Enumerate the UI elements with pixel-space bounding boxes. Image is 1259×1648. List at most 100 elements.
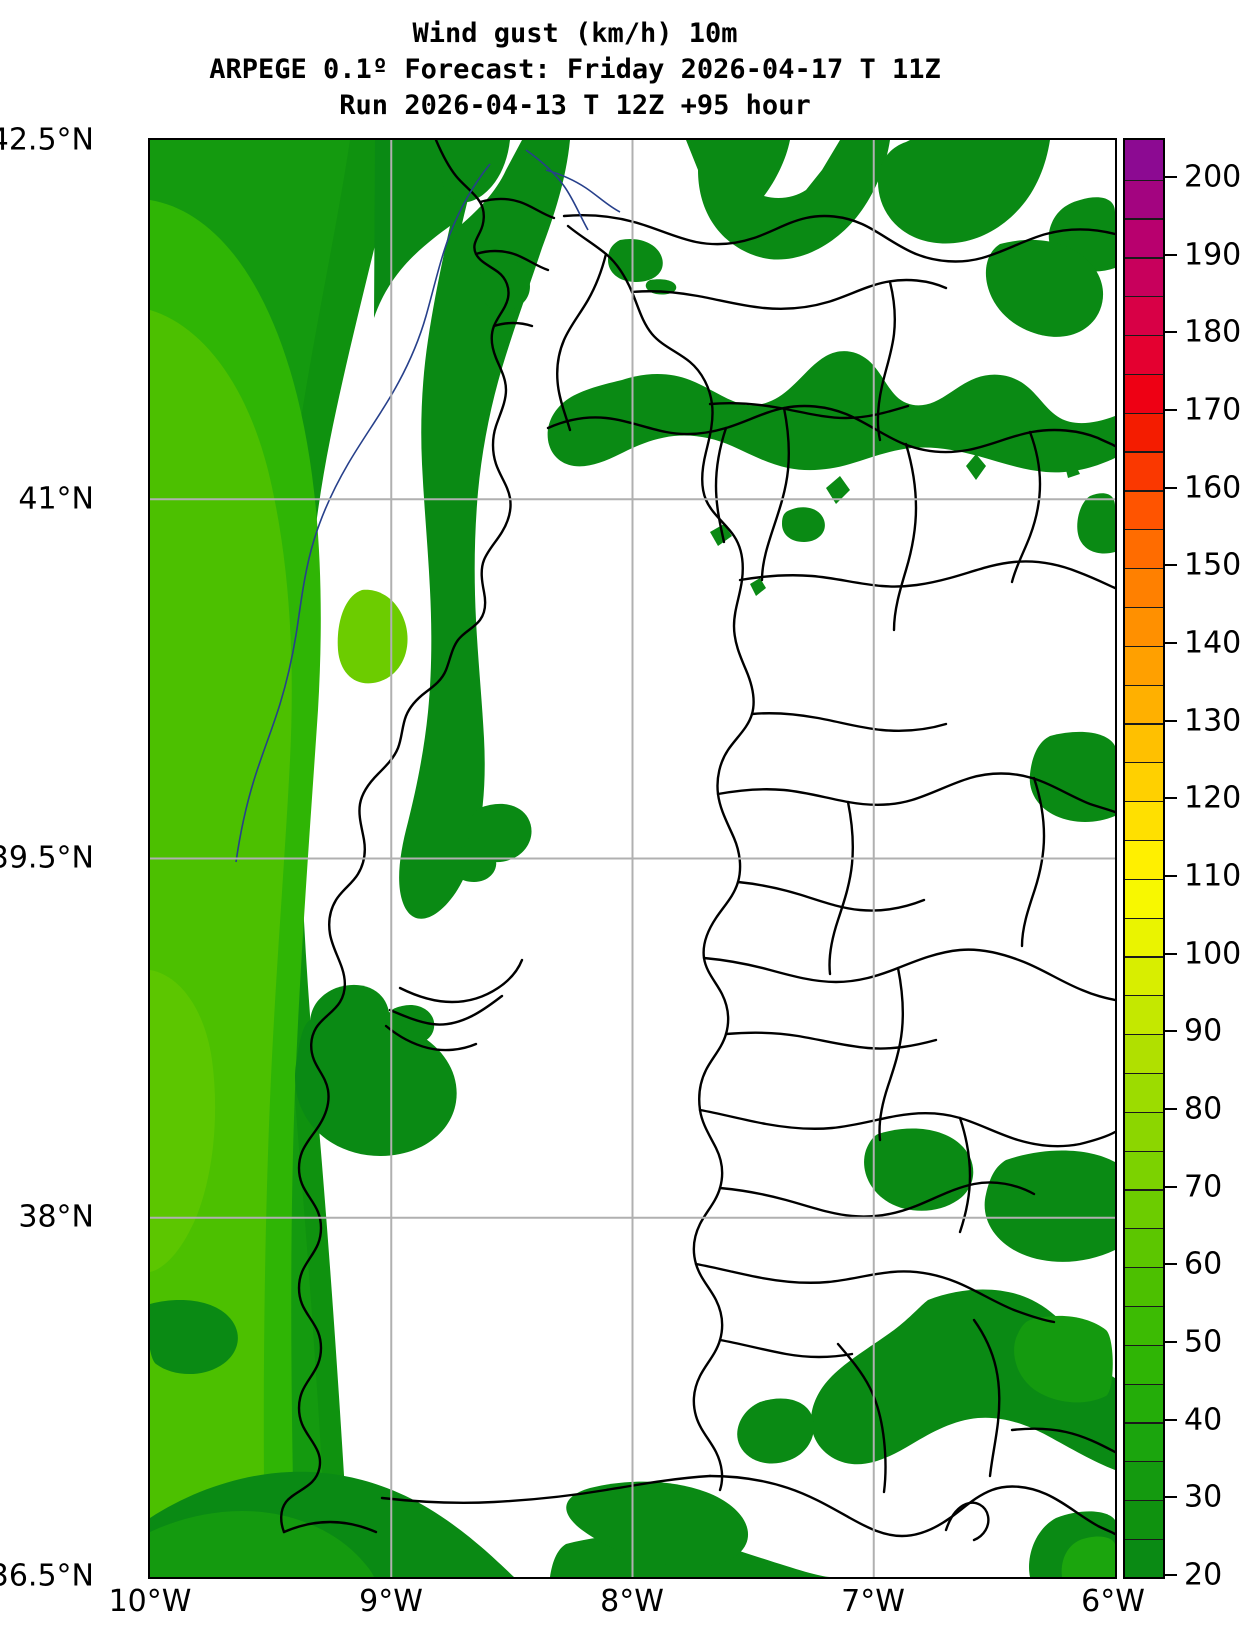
contour-patch-rias xyxy=(479,257,530,312)
title-line-run: Run 2026-04-13 T 12Z +95 hour xyxy=(339,90,811,121)
colorbar-level-rule xyxy=(1125,256,1163,259)
colorbar-tick xyxy=(1163,331,1177,334)
colorbar-tick-label: 110 xyxy=(1184,858,1242,894)
colorbar-segment xyxy=(1125,1188,1163,1229)
map-canvas xyxy=(150,140,1115,1577)
colorbar-segment xyxy=(1125,1305,1163,1345)
border-province-15 xyxy=(1010,1427,1115,1454)
colorbar-level-rule xyxy=(1125,567,1163,570)
border-province-18 xyxy=(1010,430,1042,584)
colorbar-tick-label: 170 xyxy=(1184,392,1242,428)
colorbar-tick xyxy=(1163,564,1177,567)
coastline-south-portugal xyxy=(380,1474,712,1504)
colorbar-tick xyxy=(1163,1185,1177,1188)
border-province-20 xyxy=(892,442,918,632)
border-province-1 xyxy=(630,278,948,310)
colorbar-level-rule xyxy=(1125,722,1163,725)
colorbar-tick xyxy=(1163,1030,1177,1033)
border-province-10 xyxy=(718,1181,1036,1218)
border-province-8 xyxy=(724,1031,938,1050)
colorbar-segment xyxy=(1125,877,1163,918)
xtick-label-7w: 7°W xyxy=(841,1584,905,1619)
border-north-2 xyxy=(546,404,1115,454)
colorbar-level-rule xyxy=(1125,683,1163,686)
colorbar-tick-label: 160 xyxy=(1184,470,1242,506)
contour-patch-central-5 xyxy=(750,578,766,596)
colorbar-tick xyxy=(1163,1496,1177,1499)
colorbar-level-rule xyxy=(1125,1227,1163,1230)
colorbar-segment xyxy=(1125,1110,1163,1151)
border-province-17 xyxy=(876,280,896,442)
border-province-3 xyxy=(738,560,1115,590)
colorbar-segment xyxy=(1125,994,1163,1035)
ytick-label-41n: 41°N xyxy=(18,481,94,517)
colorbar-level-rule xyxy=(1125,761,1163,764)
colorbar-level-rule xyxy=(1125,1538,1163,1541)
coastline-gibraltar xyxy=(944,1501,990,1542)
colorbar-segment xyxy=(1125,411,1163,452)
contour-patch-galicia-1 xyxy=(441,140,510,203)
border-province-6 xyxy=(736,880,926,912)
contour-patch-alentejo-2 xyxy=(984,1150,1115,1262)
colorbar-segment xyxy=(1125,450,1163,491)
colorbar-segment xyxy=(1125,178,1163,219)
coastline-atlantic xyxy=(280,140,512,1534)
coastline-setubal xyxy=(384,1024,478,1052)
contour-accent-se-1 xyxy=(1014,1315,1113,1403)
contour-patch-nw-coast xyxy=(374,140,570,919)
colorbar-segment xyxy=(1125,567,1163,607)
title-line-forecast: ARPEGE 0.1º Forecast: Friday 2026-04-17 … xyxy=(209,54,941,85)
colorbar-tick-label: 140 xyxy=(1184,625,1242,661)
colorbar-level-rule xyxy=(1125,606,1163,609)
colorbar-segment xyxy=(1125,217,1163,258)
colorbar-segment xyxy=(1125,1421,1163,1462)
colorbar xyxy=(1123,138,1165,1579)
colorbar-level-rule xyxy=(1125,1149,1163,1152)
colorbar-segment xyxy=(1125,1343,1163,1384)
ytick-label-39-5n: 39.5°N xyxy=(0,840,94,876)
river-duero xyxy=(235,163,491,863)
xtick-label-9w: 9°W xyxy=(359,1584,423,1619)
colorbar-segment xyxy=(1125,528,1163,568)
river-coast-inlet xyxy=(545,169,621,213)
colorbar-segment xyxy=(1125,955,1163,996)
colorbar-level-rule xyxy=(1125,528,1163,531)
colorbar-level-rule xyxy=(1125,295,1163,298)
colorbar-tick xyxy=(1163,486,1177,489)
border-province-25 xyxy=(958,1116,972,1234)
colorbar-level-rule xyxy=(1125,489,1163,492)
colorbar-segment xyxy=(1125,1072,1163,1112)
map-rivers xyxy=(235,149,621,863)
colorbar-segment xyxy=(1125,1033,1163,1073)
ytick-label-38n: 38°N xyxy=(18,1199,94,1235)
contour-patch-alboran xyxy=(150,1300,238,1375)
contour-patch-pt-2 xyxy=(452,844,497,882)
contour-patch-alentejo-1 xyxy=(864,1128,974,1211)
contour-patch-e-2 xyxy=(1029,731,1115,822)
colorbar-segment xyxy=(1125,1149,1163,1190)
colorbar-segment xyxy=(1125,295,1163,335)
border-province-13 xyxy=(836,1342,887,1494)
colorbar-tick xyxy=(1163,952,1177,955)
colorbar-segment xyxy=(1125,683,1163,724)
colorbar-level-rule xyxy=(1125,411,1163,414)
colorbar-tick-label: 180 xyxy=(1184,314,1242,350)
wind-gust-contour-map xyxy=(150,140,1115,1577)
colorbar-tick-label: 80 xyxy=(1184,1091,1223,1127)
colorbar-tick xyxy=(1163,408,1177,411)
colorbar-tick xyxy=(1163,874,1177,877)
contour-patch-central-3 xyxy=(782,507,825,542)
contour-patch-e-1 xyxy=(985,239,1104,337)
contour-accent-se-2 xyxy=(1061,1536,1115,1577)
colorbar-tick xyxy=(1163,797,1177,800)
colorbar-level-rule xyxy=(1125,877,1163,880)
colorbar-level-rule xyxy=(1125,334,1163,337)
colorbar-level-rule xyxy=(1125,178,1163,181)
colorbar-segment xyxy=(1125,916,1163,957)
colorbar-level-rule xyxy=(1125,1343,1163,1346)
colorbar-segment xyxy=(1125,800,1163,840)
colorbar-segment xyxy=(1125,1538,1163,1577)
border-province-4 xyxy=(750,712,948,732)
colorbar-tick-label: 40 xyxy=(1184,1402,1223,1438)
